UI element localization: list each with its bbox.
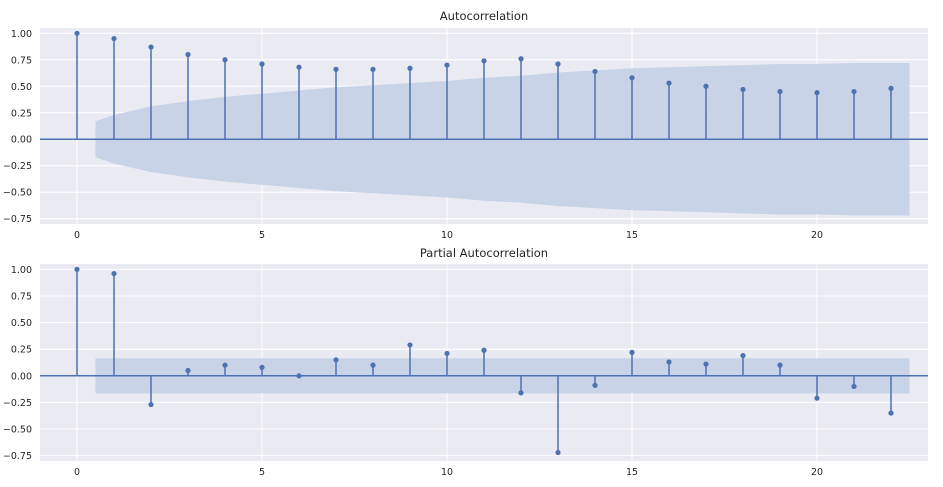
acf-point-lag-11	[481, 58, 487, 64]
pacf-point-lag-9	[407, 342, 413, 348]
pacf-point-lag-18	[740, 352, 746, 359]
pacf-point-lag-2	[148, 401, 154, 408]
acf-point-lag-13	[555, 61, 561, 67]
pacf-y-tick-label: −0.75	[3, 451, 32, 462]
pacf-point-lag-15	[629, 349, 635, 355]
acf-point-lag-5	[259, 61, 265, 67]
pacf-y-tick-label: 0.75	[11, 291, 32, 302]
pacf-point-lag-11	[481, 347, 487, 353]
pacf-point-lag-22	[888, 410, 894, 416]
pacf-point-lag-8	[370, 362, 376, 368]
pacf-title: Partial Autocorrelation	[420, 246, 548, 260]
acf-title: Autocorrelation	[440, 9, 528, 23]
acf-point-lag-16	[666, 80, 672, 86]
pacf-point-lag-12	[518, 390, 524, 396]
pacf-y-tick-label: 0.25	[11, 345, 32, 356]
acf-point-lag-1	[111, 35, 117, 42]
acf-x-tick-label: 20	[811, 230, 823, 241]
pacf-point-lag-6	[296, 373, 302, 379]
pacf-x-tick-label: 10	[441, 467, 453, 478]
acf-point-lag-19	[777, 88, 783, 95]
pacf-point-lag-10	[444, 350, 450, 357]
pacf-x-tick-label: 15	[626, 467, 638, 478]
acf-point-lag-4	[222, 57, 228, 63]
acf-point-lag-8	[370, 66, 376, 72]
pacf-point-lag-17	[703, 361, 709, 367]
pacf-point-lag-19	[777, 362, 783, 368]
acf-point-lag-10	[444, 62, 450, 68]
pacf-y-tick-label: 0.50	[11, 318, 32, 329]
acf-x-tick-label: 5	[259, 230, 265, 241]
acf-point-lag-0	[74, 30, 80, 36]
acf-panel: 1.00 0.75 0.50 0.25 0.00 −0.25 −0.50 −0.75 0 5 10 1…	[3, 9, 928, 241]
acf-point-lag-7	[333, 66, 339, 72]
pacf-point-lag-14	[592, 382, 598, 388]
acf-point-lag-14	[592, 68, 598, 75]
pacf-x-tick-label: 5	[259, 467, 265, 478]
pacf-panel: 1.00 0.75 0.50 0.25 0.00 −0.25 −0.50 −0.75 0 5 10 1…	[3, 246, 928, 478]
acf-point-lag-3	[185, 51, 191, 58]
pacf-y-tick-label: 1.00	[11, 265, 32, 276]
acf-x-tick-label: 15	[626, 230, 638, 241]
pacf-x-tick-label: 0	[74, 467, 80, 478]
acf-point-lag-21	[851, 88, 857, 95]
acf-point-lag-18	[740, 86, 746, 93]
pacf-y-tick-label: 0.00	[11, 371, 32, 382]
pacf-point-lag-0	[74, 266, 80, 272]
acf-y-tick-label: 0.75	[11, 55, 32, 66]
pacf-point-lag-21	[851, 383, 857, 390]
acf-y-tick-label: 0.25	[11, 108, 32, 119]
acf-point-lag-20	[814, 90, 820, 96]
acf-y-tick-label: 0.00	[11, 135, 32, 146]
acf-y-tick-label: 0.50	[11, 82, 32, 93]
pacf-y-tick-label: −0.50	[3, 425, 32, 436]
acf-x-tick-label: 10	[441, 230, 453, 241]
acf-point-lag-12	[518, 56, 524, 62]
acf-y-tick-label: −0.25	[3, 161, 32, 172]
pacf-point-lag-7	[333, 357, 339, 363]
pacf-point-lag-13	[555, 449, 561, 456]
acf-y-tick-label: 1.00	[11, 29, 32, 40]
pacf-point-lag-20	[814, 395, 820, 401]
pacf-point-lag-1	[111, 270, 117, 277]
acf-point-lag-15	[629, 75, 635, 81]
acf-point-lag-2	[148, 44, 154, 50]
pacf-point-lag-16	[666, 359, 672, 365]
pacf-point-lag-4	[222, 362, 228, 368]
pacf-y-tick-label: −0.25	[3, 398, 32, 409]
acf-point-lag-9	[407, 65, 413, 71]
acf-x-tick-label: 0	[74, 230, 80, 241]
pacf-point-lag-3	[185, 367, 191, 374]
pacf-point-lag-5	[259, 364, 265, 370]
acf-y-tick-label: −0.50	[3, 188, 32, 199]
acf-y-tick-label: −0.75	[3, 214, 32, 225]
pacf-x-tick-label: 20	[811, 467, 823, 478]
acf-point-lag-17	[703, 83, 709, 89]
acf-point-lag-6	[296, 64, 302, 70]
acf-point-lag-22	[888, 85, 894, 91]
